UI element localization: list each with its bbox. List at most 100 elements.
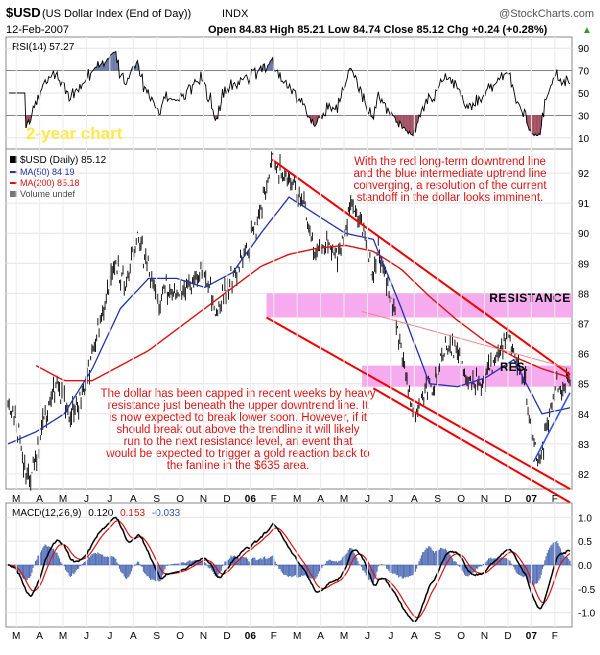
x-tick-label-bottom: S [153,631,160,642]
fan-line [266,316,571,490]
x-tick-label-bottom: O [176,631,184,642]
rsi-y-tick: 90 [578,44,590,55]
annotation-line: standoff in the dollar looks imminent. [357,192,543,204]
annotation-resistance: RESISTANCE [489,291,570,305]
legend-ma50: MA(50) 84.19 [20,167,75,177]
x-tick-label: A [130,494,137,505]
x-tick-label: D [504,494,511,505]
ohlc-readout: Open 84.83 High 85.21 Low 84.74 Close 85… [208,24,548,36]
price-y-tick: 85 [578,380,590,391]
macd-hist-value: -0.033 [152,508,181,519]
legend-swatch-price [10,156,17,163]
annotation-line: run to the next resistance level, an eve… [124,436,354,448]
x-tick-label-bottom: A [36,631,43,642]
macd-panel [5,502,573,628]
x-tick-label: F [271,494,277,505]
chart-date: 12-Feb-2007 [6,24,69,36]
x-tick-label-bottom: D [223,631,230,642]
x-tick-label: J [107,494,112,505]
macd-label: MACD(12,26,9) 0.120 0.153 -0.033 [12,508,181,519]
macd-signal-line [8,520,571,619]
x-tick-label: F [552,494,558,505]
x-tick-label-bottom: J [107,631,112,642]
chart-symbol: $USD [6,5,41,20]
x-tick-label-bottom: A [411,631,418,642]
x-tick-label-bottom: M [340,631,348,642]
macd-label-prefix: MACD(12,26,9) [12,508,81,519]
ma50-line [7,196,571,445]
x-tick-label: A [411,494,418,505]
x-tick-label-bottom: J [84,631,89,642]
x-tick-label-bottom: A [130,631,137,642]
x-tick-label-bottom: M [12,631,20,642]
rsi-y-tick: 10 [578,134,590,145]
x-tick-label-bottom: N [200,631,207,642]
rsi-y-tick: 70 [578,67,590,78]
x-tick-label: 07 [526,494,538,505]
rsi-y-tick: 30 [578,111,590,122]
x-tick-label: O [176,494,184,505]
x-tick-label-bottom: M [293,631,301,642]
x-tick-label-bottom: F [552,631,558,642]
x-tick-label-bottom: F [271,631,277,642]
annotation-line: converging, a resolution of the current [353,180,547,192]
macd-y-tick: -1.0 [578,609,596,620]
x-tick-label-bottom: 07 [526,631,538,642]
price-y-tick: 83 [578,440,590,451]
price-y-tick: 91 [578,199,590,210]
upper-downtrend-line [271,158,571,376]
x-tick-label: N [200,494,207,505]
x-tick-label: J [365,494,370,505]
rsi-annotation: 2-year chart [26,124,123,143]
x-tick-label-bottom: J [365,631,370,642]
price-y-tick: 84 [578,410,590,421]
x-tick-label: J [388,494,393,505]
macd-y-tick: 1.0 [578,513,592,524]
legend-ma200: MA(200) 85.18 [20,178,80,188]
annotation-line: would be expected to trigger a gold reac… [105,448,369,460]
lower-downtrend-line [372,387,571,504]
x-tick-label: J [84,494,89,505]
annotation-line: is now expected to break lower soon. How… [109,412,368,424]
price-y-tick: 82 [578,470,590,481]
x-tick-label: D [223,494,230,505]
x-tick-label: M [59,494,67,505]
x-tick-label-bottom: S [434,631,441,642]
macd-legend: MACD(12,26,9) 0.120 0.153 -0.033 [12,508,181,519]
rsi-label: RSI(14) 57.27 [12,42,75,53]
exchange-label: INDX [222,8,249,20]
rsi-line [9,50,571,137]
ma200-line [35,244,571,382]
x-tick-label-bottom: D [504,631,511,642]
annotation-line: With the red long-term downtrend line [354,156,546,168]
price-y-tick: 90 [578,229,590,240]
x-tick-label-bottom: O [457,631,465,642]
price-y-tick: 86 [578,350,590,361]
ma-overlap-line [361,310,571,370]
price-y-tick: 89 [578,259,590,270]
rsi-panel [5,36,573,150]
x-tick-label-bottom: N [481,631,488,642]
legend-swatch-volume [10,191,17,197]
macd-value: 0.120 [88,508,113,519]
annotation-line: and the blue intermediate uptrend line [353,168,546,180]
x-tick-label: M [293,494,301,505]
watermark: @StockCharts.com [499,8,594,20]
price-y-tick: 88 [578,289,590,300]
x-tick-label: S [153,494,160,505]
price-y-tick: 92 [578,169,590,180]
annotation-line: The dollar has been capped in recent wee… [101,388,376,400]
x-tick-label: S [434,494,441,505]
x-tick-label-bottom: M [59,631,67,642]
annotation-top: With the red long-term downtrend line and… [353,156,547,204]
macd-line [8,516,571,623]
x-tick-label: A [36,494,43,505]
legend-volume: Volume undef [20,189,76,199]
annotation-line: the fanline in the $635 area. [167,460,310,472]
x-tick-label: M [340,494,348,505]
up-arrow-icon: ▲ [582,25,592,36]
x-tick-label-bottom: J [388,631,393,642]
x-tick-label: N [481,494,488,505]
